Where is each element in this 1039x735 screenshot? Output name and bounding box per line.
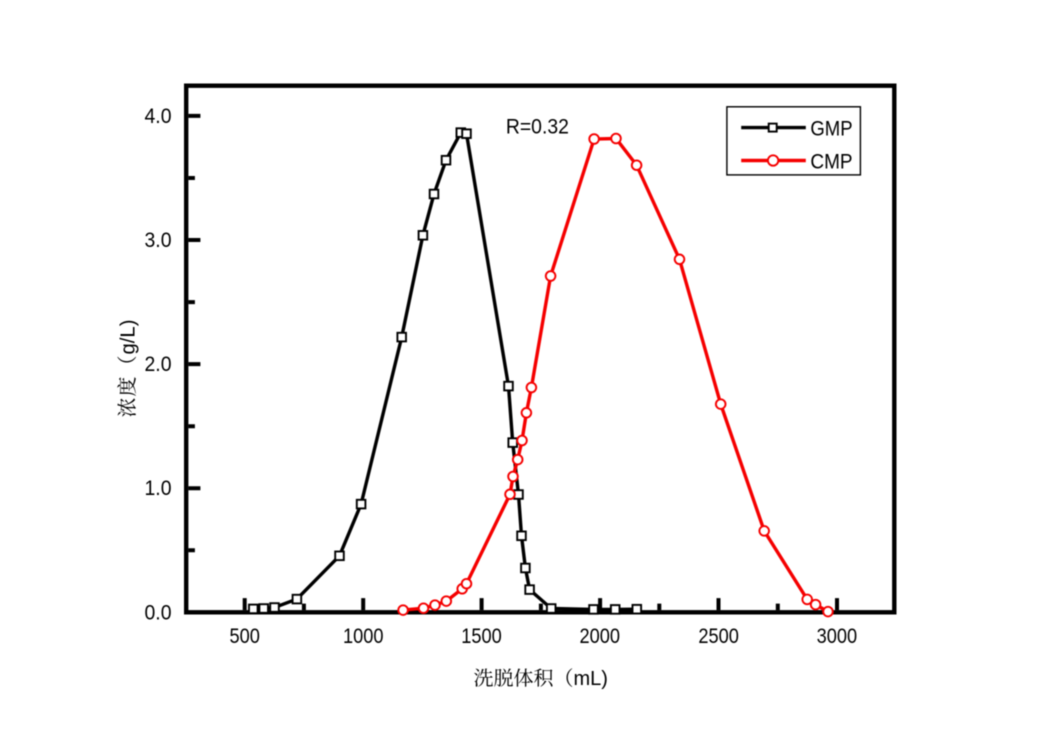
svg-text:3000: 3000 [817, 625, 858, 648]
svg-text:CMP: CMP [810, 150, 852, 173]
svg-text:1500: 1500 [461, 625, 502, 648]
svg-text:2000: 2000 [580, 625, 621, 648]
svg-text:2500: 2500 [698, 625, 739, 648]
svg-text:mL): mL) [574, 668, 608, 690]
svg-text:500: 500 [230, 625, 260, 648]
svg-text:3.0: 3.0 [145, 229, 172, 252]
svg-text:R=0.32: R=0.32 [506, 116, 569, 139]
svg-text:1000: 1000 [343, 625, 384, 648]
svg-text:g/L): g/L) [117, 320, 139, 355]
svg-text:2.0: 2.0 [145, 353, 172, 376]
svg-text:GMP: GMP [810, 118, 852, 141]
svg-text:0.0: 0.0 [145, 601, 172, 624]
svg-text:1.0: 1.0 [145, 477, 172, 500]
svg-text:4.0: 4.0 [145, 105, 172, 128]
